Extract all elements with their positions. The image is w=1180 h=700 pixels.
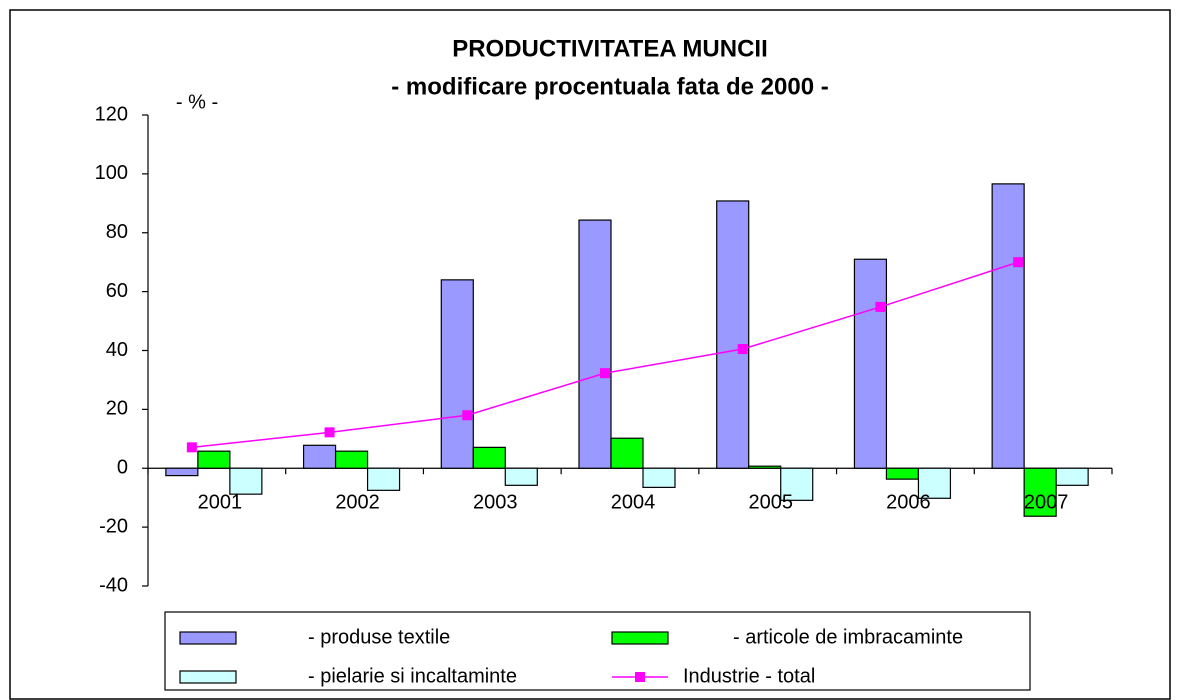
bar [366, 467, 401, 491]
bar [853, 258, 888, 469]
legend-label: - produse textile [308, 626, 450, 648]
legend-swatch [179, 670, 237, 684]
legend-swatch [611, 631, 669, 645]
line-marker [1013, 257, 1024, 268]
y-tick-label: 60 [106, 280, 128, 302]
legend-label: - pielarie si incaltaminte [308, 665, 517, 687]
x-tick-label: 2005 [748, 492, 793, 514]
y-tick-label: -20 [99, 515, 128, 537]
line-marker [186, 442, 197, 453]
bar [917, 467, 952, 499]
legend [164, 611, 1031, 691]
bar [197, 450, 231, 469]
bar [991, 183, 1025, 469]
legend-label: Industrie - total [683, 665, 815, 687]
bar [1055, 467, 1089, 486]
bar [229, 467, 263, 495]
y-tick-label: 20 [106, 398, 128, 420]
y-tick-label: 100 [95, 162, 128, 184]
bar [716, 200, 750, 469]
line-marker [737, 344, 748, 355]
chart-title: PRODUCTIVITATEA MUNCII [452, 35, 768, 62]
x-tick-label: 2007 [1024, 492, 1069, 514]
legend-marker [635, 672, 645, 682]
bar [334, 450, 369, 469]
y-tick-label: 0 [117, 457, 128, 479]
bar [302, 444, 337, 469]
bar [440, 279, 474, 469]
bar [748, 465, 782, 469]
bar [504, 467, 538, 486]
bar [610, 437, 644, 469]
y-tick-label: -40 [99, 574, 128, 596]
bar [472, 446, 506, 469]
bar [165, 467, 199, 477]
bar [642, 467, 676, 488]
line-marker [600, 368, 610, 379]
line-marker [875, 301, 886, 312]
legend-swatch [179, 631, 237, 645]
legend-label: - articole de imbracaminte [733, 626, 963, 648]
y-tick-label: 120 [95, 103, 128, 125]
y-tick-label: 80 [106, 221, 128, 243]
x-tick-label: 2006 [886, 492, 931, 514]
x-tick-label: 2004 [611, 492, 656, 514]
y-tick-label: 40 [106, 339, 128, 361]
chart-subtitle: - modificare procentuala fata de 2000 - [391, 73, 828, 100]
bar [780, 467, 814, 501]
bar [1023, 467, 1057, 517]
x-tick-label: 2002 [335, 492, 380, 514]
x-tick-label: 2001 [198, 492, 243, 514]
x-tick-label: 2003 [473, 492, 518, 514]
line-marker [462, 410, 473, 421]
y-axis-label: - % - [176, 91, 218, 113]
bar [885, 467, 920, 480]
line-marker [324, 427, 335, 438]
bar [578, 219, 612, 469]
